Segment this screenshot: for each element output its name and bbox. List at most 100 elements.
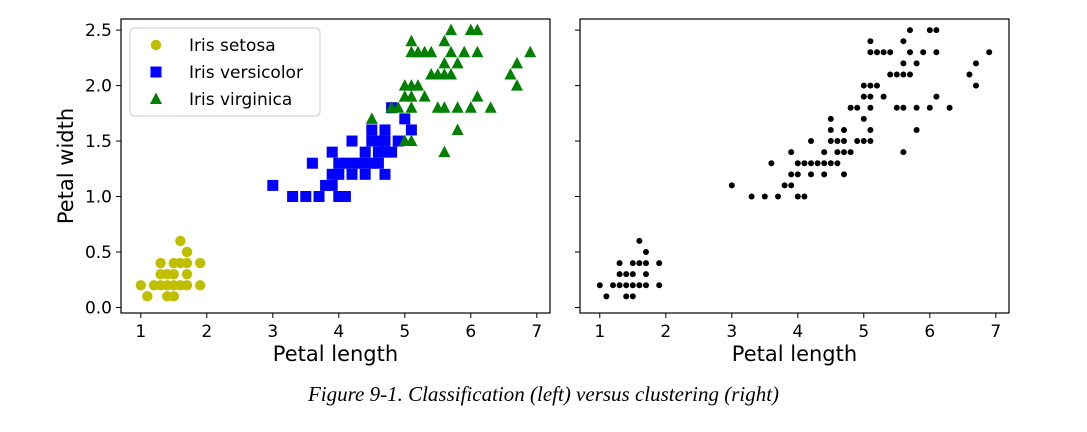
x-tick-label: 2 <box>660 322 671 342</box>
figure: 1 2 3 4 5 6 7 0.0 0.5 1.0 1.5 2.0 2.5 Petal length Pet… <box>54 18 1010 366</box>
y-axis-label: Petal width <box>54 108 78 224</box>
data-point <box>287 191 299 203</box>
data-point <box>346 157 358 169</box>
x-tick-label: 3 <box>726 322 737 342</box>
x-tick-label: 2 <box>201 322 212 342</box>
data-point <box>445 23 457 36</box>
data-point <box>300 191 312 203</box>
data-point <box>887 49 894 56</box>
data-point <box>900 38 907 45</box>
figure-caption: Figure 9-1. Classification (left) versus… <box>307 382 780 406</box>
data-point <box>471 90 484 102</box>
data-point <box>616 260 623 267</box>
data-point <box>854 138 861 145</box>
legend-label: Iris virginica <box>189 90 292 110</box>
data-point <box>821 149 828 156</box>
x-tick-label: 4 <box>333 322 344 342</box>
data-point <box>656 260 663 267</box>
data-point <box>893 104 900 111</box>
iris-virginica-series <box>365 23 537 158</box>
data-point <box>643 271 649 278</box>
data-point <box>900 149 907 156</box>
data-point <box>834 138 841 145</box>
data-point <box>933 27 940 34</box>
legend-marker <box>150 66 162 78</box>
data-point <box>445 67 457 80</box>
iris-versicolor-series <box>267 102 417 203</box>
legend-label: Iris versicolor <box>189 63 303 83</box>
data-point <box>379 135 391 147</box>
data-point <box>616 282 623 289</box>
data-point <box>458 45 471 58</box>
data-point <box>405 134 418 147</box>
data-point <box>920 49 927 56</box>
data-point <box>372 157 384 169</box>
data-point <box>339 191 351 203</box>
data-point <box>847 104 854 111</box>
data-point <box>629 282 636 289</box>
data-point <box>464 101 477 113</box>
data-point <box>610 282 616 289</box>
data-point <box>175 235 186 247</box>
data-point <box>926 104 933 111</box>
data-point <box>379 146 391 158</box>
data-point <box>913 60 920 67</box>
iris-setosa-series <box>135 235 206 302</box>
data-point <box>451 56 464 69</box>
data-point <box>438 56 451 69</box>
data-point <box>320 179 332 191</box>
data-point <box>629 293 636 300</box>
data-point <box>860 115 867 122</box>
x-tick-label: 7 <box>990 322 1001 342</box>
data-point <box>926 27 933 34</box>
data-point <box>893 71 900 78</box>
y-tick-label: 2.0 <box>85 77 112 97</box>
data-point <box>643 282 649 289</box>
data-point <box>768 160 775 167</box>
plot-frame <box>120 18 551 314</box>
data-point <box>880 49 887 56</box>
data-point <box>471 45 484 58</box>
data-point <box>794 193 801 200</box>
data-point <box>761 193 768 200</box>
data-point <box>346 168 358 180</box>
legend-box <box>129 27 321 117</box>
data-point <box>365 112 378 124</box>
right-panel-clustering: 1 2 3 4 5 6 7 Petal length <box>575 18 1010 366</box>
data-point <box>313 191 325 203</box>
data-point <box>333 168 345 180</box>
data-point <box>339 157 351 169</box>
data-point <box>854 104 861 111</box>
y-tick-label: 0.5 <box>85 243 112 263</box>
data-point <box>841 149 847 156</box>
data-point <box>900 71 907 78</box>
data-point <box>827 160 834 167</box>
data-point <box>946 104 953 111</box>
data-point <box>860 138 867 145</box>
data-point <box>168 291 179 302</box>
data-point <box>794 160 801 167</box>
data-point <box>181 268 193 280</box>
data-point <box>867 126 874 133</box>
data-point <box>808 171 814 178</box>
data-point <box>907 49 913 56</box>
data-point <box>135 280 146 291</box>
data-point <box>405 34 418 47</box>
data-point <box>346 135 358 147</box>
data-point <box>438 101 451 113</box>
data-point <box>451 123 464 135</box>
data-point <box>326 179 338 191</box>
data-point <box>438 145 451 158</box>
data-point <box>425 45 438 58</box>
data-point <box>900 104 907 111</box>
data-point <box>867 104 874 111</box>
data-point <box>841 138 847 145</box>
data-point <box>788 149 795 156</box>
data-point <box>623 282 630 289</box>
data-point <box>623 293 630 300</box>
data-point <box>636 237 643 244</box>
data-point <box>643 248 649 255</box>
data-point <box>636 260 643 267</box>
data-point <box>728 182 735 189</box>
data-point <box>379 124 391 136</box>
